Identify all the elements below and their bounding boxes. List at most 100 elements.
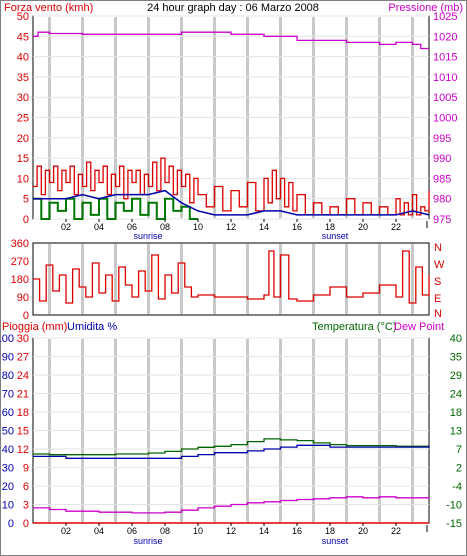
rain-tick-label: 9 xyxy=(23,463,29,475)
humidity-tick-label: 40 xyxy=(2,444,14,456)
x-tick-label: 08 xyxy=(160,526,170,536)
compass-n-bottom: N xyxy=(434,308,442,320)
temperature-tick-label: 18 xyxy=(450,407,462,419)
rain-tick-label: 30 xyxy=(17,333,29,345)
direction-series xyxy=(33,250,430,304)
rain-tick-label: 18 xyxy=(17,407,29,419)
temperature-tick-label: 40 xyxy=(450,333,462,345)
compass-s: S xyxy=(434,276,441,288)
temperature-line xyxy=(33,438,429,456)
x-tick-label: 22 xyxy=(391,222,401,232)
pressure-title: Pressione (mb) xyxy=(388,2,463,14)
wind-tick-label: 5 xyxy=(23,194,29,206)
wind-direction-panel: 0 90 180 270 360 N W S E N xyxy=(11,238,445,322)
compass-w: W xyxy=(434,259,445,271)
temperature-tick-label: 2 xyxy=(456,463,462,475)
direction-tick-label: 360 xyxy=(11,238,29,250)
temperature-tick-label: 35 xyxy=(450,352,462,364)
temperature-tick-label: 24 xyxy=(450,389,462,401)
x-tick-label: 14 xyxy=(259,222,269,232)
rain-tick-label: 15 xyxy=(17,426,29,438)
pressure-tick-label: 980 xyxy=(433,194,451,206)
pressure-tick-label: 990 xyxy=(433,153,451,165)
humidity-title: Umidita % xyxy=(67,321,117,333)
pressure-tick-label: 1005 xyxy=(433,92,457,104)
sunrise-label: sunrise xyxy=(133,231,162,241)
x-tick-label: 06 xyxy=(127,526,137,536)
wind-tick-label: 40 xyxy=(17,52,29,64)
temperature-tick-label: -10 xyxy=(446,500,462,512)
direction-tick-label: 0 xyxy=(23,310,29,322)
humidity-tick-label: 20 xyxy=(2,481,14,493)
direction-tick-label: 270 xyxy=(11,256,29,268)
pressure-tick-label: 1000 xyxy=(433,113,457,125)
graph-title: 24 hour graph day : 06 Marzo 2008 xyxy=(147,2,319,14)
x-tick-label: 10 xyxy=(193,222,203,232)
pressure-tick-label: 995 xyxy=(433,133,451,145)
humidity-tick-label: 0 xyxy=(8,518,14,530)
humidity-tick-label: 60 xyxy=(2,407,14,419)
wind-series xyxy=(33,31,430,220)
rain-tick-label: 0 xyxy=(23,518,29,530)
pressure-tick-label: 1020 xyxy=(433,31,457,43)
wind-tick-label: 35 xyxy=(17,72,29,84)
x-tick-label: 20 xyxy=(358,526,368,536)
sunrise-label-bottom: sunrise xyxy=(133,536,162,546)
humidity-tick-label: 100 xyxy=(0,333,14,345)
rain-tick-label: 3 xyxy=(23,500,29,512)
pressure-line xyxy=(33,31,429,50)
wind-tick-label: 30 xyxy=(17,92,29,104)
humidity-tick-label: 30 xyxy=(2,463,14,475)
rain-tick-label: 27 xyxy=(17,352,29,364)
x-tick-label: 12 xyxy=(226,526,236,536)
pressure-tick-label: 1010 xyxy=(433,72,457,84)
x-tick-label: 06 xyxy=(127,222,137,232)
temperature-tick-label: 7 xyxy=(456,444,462,456)
compass-n-top: N xyxy=(434,242,442,254)
x-tick-label: 20 xyxy=(358,222,368,232)
wind-direction-line xyxy=(33,250,430,304)
pressure-tick-label: 1015 xyxy=(433,52,457,64)
x-tick-label: 04 xyxy=(94,526,104,536)
temperature-tick-label: -15 xyxy=(446,518,462,530)
x-tick-label: 18 xyxy=(325,222,335,232)
wind-tick-label: 10 xyxy=(17,173,29,185)
x-tick-label: 02 xyxy=(61,526,71,536)
wind-axis-ticks: 0 5 10 15 20 25 30 35 40 45 50 xyxy=(17,11,29,226)
wind-tick-label: 25 xyxy=(17,113,29,125)
temperature-tick-label: 13 xyxy=(450,426,462,438)
wind-tick-label: 0 xyxy=(23,214,29,226)
humidity-line xyxy=(33,444,430,459)
temperature-title: Temperatura (°C) xyxy=(312,321,396,333)
wind-tick-label: 15 xyxy=(17,153,29,165)
rain-title: Pioggia (mm) xyxy=(2,321,67,333)
x-tick-label: 14 xyxy=(259,526,269,536)
x-tick-label: 12 xyxy=(226,222,236,232)
x-tick-label: 02 xyxy=(61,222,71,232)
humidity-tick-label: 90 xyxy=(2,352,14,364)
humidity-tick-label: 80 xyxy=(2,370,14,382)
dewpoint-title: Dew Point xyxy=(394,321,444,333)
compass-e: E xyxy=(434,293,441,305)
rain-tick-label: 24 xyxy=(17,370,29,382)
pressure-tick-label: 975 xyxy=(433,214,451,226)
temp-axis-ticks: -15 -10 -4 2 7 13 18 24 29 35 40 xyxy=(446,333,462,530)
wind-title: Forza vento (kmh) xyxy=(4,2,93,14)
wind-tick-label: 20 xyxy=(17,133,29,145)
temperature-tick-label: 29 xyxy=(450,370,462,382)
sunset-label: sunset xyxy=(322,231,349,241)
x-tick-label: 16 xyxy=(292,526,302,536)
wind-tick-label: 50 xyxy=(17,11,29,23)
temperature-tick-label: -4 xyxy=(452,481,462,493)
dewpoint-line xyxy=(33,496,430,514)
x-tick-label: 22 xyxy=(391,526,401,536)
humidity-tick-label: 70 xyxy=(2,389,14,401)
x-tick-label: 04 xyxy=(94,222,104,232)
wind-x-ticks: 02 04 06 08 10 12 14 16 18 20 22 xyxy=(61,219,428,232)
humidity-rain-axis-ticks: 0010320630940125015601870218024902710030 xyxy=(0,333,29,530)
x-tick-label: 16 xyxy=(292,222,302,232)
temp-grid xyxy=(33,337,429,524)
